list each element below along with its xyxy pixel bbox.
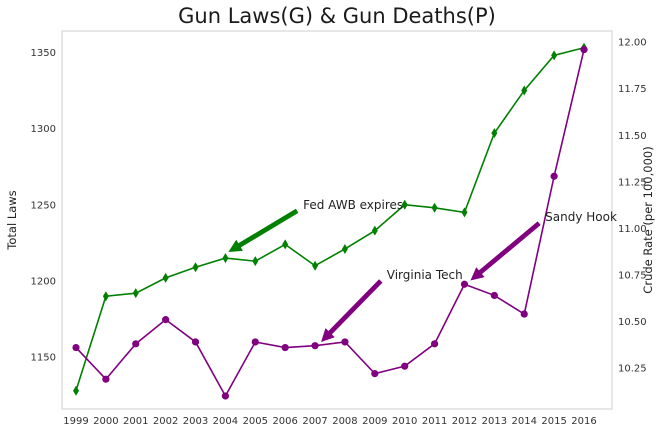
x-tick-label: 2016: [571, 416, 596, 427]
right-tick-label: 11.00: [618, 224, 647, 235]
x-tick-label: 2010: [392, 416, 417, 427]
right-axis-ticks: 10.25 10.50 10.75 11.00 11.25 11.50 11.75 12.00: [618, 38, 647, 375]
deaths-data-point: [460, 280, 469, 288]
x-tick-label: 2009: [362, 416, 387, 427]
left-axis-label: Total Laws: [5, 190, 19, 250]
right-tick-label: 10.50: [618, 317, 647, 328]
right-axis-label: Crude Rate (per 100,000): [641, 146, 655, 293]
plot-frame: [61, 30, 613, 410]
deaths-data-point: [371, 370, 379, 378]
x-tick-label: 2011: [422, 416, 447, 427]
laws-series-line: [75, 46, 585, 391]
right-tick-label: 11.25: [618, 177, 647, 188]
x-tick-label: 1999: [63, 416, 88, 427]
right-tick-label: 11.50: [618, 131, 647, 142]
deaths-series-line: [75, 49, 585, 398]
x-tick-label: 2004: [213, 416, 238, 427]
laws-data-point: [521, 85, 528, 96]
x-tick-label: 2005: [243, 416, 268, 427]
series-layer: [72, 42, 588, 400]
laws-data-point: [371, 225, 378, 236]
right-tick-label: 11.75: [618, 84, 647, 95]
x-tick-label: 2014: [512, 416, 537, 427]
deaths-data-point: [191, 338, 200, 346]
left-axis-ticks: 1150 1200 1250 1300 1350: [31, 48, 56, 364]
deaths-data-point: [72, 343, 80, 352]
laws-data-point: [252, 256, 259, 267]
deaths-data-point: [490, 291, 498, 300]
left-tick-label: 1150: [31, 353, 56, 364]
annotation-arrow: [470, 221, 541, 281]
x-tick-label: 2012: [452, 416, 477, 427]
laws-data-point: [491, 128, 498, 139]
x-tick-label: 2000: [93, 416, 118, 427]
deaths-data-point: [580, 46, 588, 54]
x-tick-label: 2015: [541, 416, 566, 427]
deaths-data-point: [281, 343, 289, 352]
deaths-data-point: [550, 172, 558, 180]
x-tick-label: 2007: [302, 416, 327, 427]
annotation-label: Sandy Hook: [545, 210, 617, 224]
deaths-data-point: [132, 340, 140, 348]
left-tick-label: 1300: [31, 124, 56, 135]
deaths-data-point: [221, 392, 230, 400]
deaths-data-point: [430, 340, 439, 348]
left-tick-label: 1250: [31, 200, 56, 211]
laws-data-point: [282, 239, 289, 250]
laws-data-point: [102, 291, 109, 302]
annotation-label: Virginia Tech: [387, 268, 463, 282]
deaths-data-point: [162, 316, 170, 324]
deaths-data-point: [341, 338, 349, 346]
right-tick-label: 10.75: [618, 270, 647, 281]
right-tick-label: 10.25: [618, 364, 647, 375]
laws-data-point: [162, 272, 169, 283]
laws-data-point: [192, 262, 199, 273]
annotation-arrow: [228, 208, 299, 253]
x-axis-ticks: 1999 2000 2001 2002 2003 2004 2005 2006 2007 2008…: [63, 416, 596, 427]
deaths-data-point: [520, 310, 528, 318]
laws-data-point: [73, 385, 79, 396]
laws-data-point: [551, 50, 558, 61]
deaths-data-point: [102, 375, 110, 383]
laws-data-point: [222, 253, 229, 264]
right-tick-label: 12.00: [618, 38, 647, 49]
x-tick-label: 2003: [183, 416, 208, 427]
laws-data-point: [312, 260, 319, 271]
laws-data-point: [461, 207, 468, 218]
annotation-label: Fed AWB expires: [303, 198, 403, 212]
deaths-data-point: [251, 338, 259, 346]
x-tick-label: 2008: [332, 416, 357, 427]
annotation-layer: Fed AWB expires Virginia Tech Sandy Hook: [228, 198, 617, 342]
laws-data-point: [341, 243, 348, 254]
annotation-arrow: [321, 279, 383, 342]
deaths-data-point: [401, 362, 409, 370]
left-tick-label: 1200: [31, 276, 56, 287]
x-tick-label: 2013: [482, 416, 507, 427]
chart-title: Gun Laws(G) & Gun Deaths(P): [178, 4, 496, 28]
x-tick-label: 2002: [153, 416, 178, 427]
x-tick-label: 2001: [123, 416, 148, 427]
left-tick-label: 1350: [31, 48, 56, 59]
laws-data-point: [401, 199, 408, 210]
laws-data-point: [431, 202, 438, 213]
laws-data-point: [132, 288, 139, 299]
deaths-data-point: [311, 342, 319, 350]
x-tick-label: 2006: [272, 416, 297, 427]
